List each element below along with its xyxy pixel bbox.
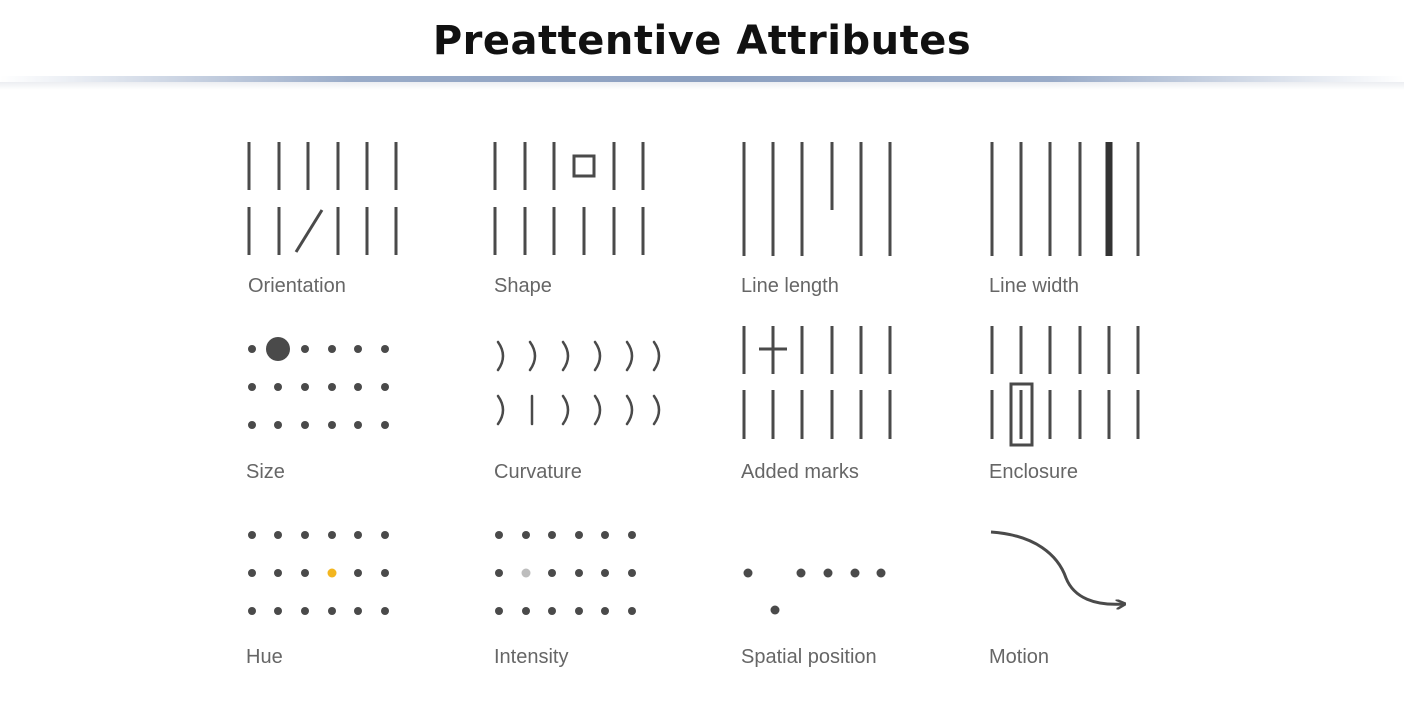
label-size: Size	[246, 461, 285, 483]
title-divider-shadow	[0, 82, 1404, 90]
label-shape: Shape	[494, 275, 552, 297]
label-curvature: Curvature	[494, 461, 582, 483]
title-divider	[0, 76, 1404, 82]
added-marks-icon	[742, 326, 892, 439]
enclosure-icon	[990, 326, 1140, 447]
label-intensity: Intensity	[494, 646, 568, 668]
label-added-marks: Added marks	[741, 461, 859, 483]
page-title: Preattentive Attributes	[432, 18, 972, 64]
line-width-icon	[990, 142, 1140, 256]
label-motion: Motion	[989, 646, 1049, 668]
hue-highlight-dot	[327, 568, 337, 578]
label-line-length: Line length	[741, 275, 839, 297]
size-icon	[248, 337, 389, 429]
intensity-highlight-dot	[521, 568, 531, 578]
spatial-position-icon	[743, 568, 886, 615]
label-enclosure: Enclosure	[989, 461, 1078, 483]
label-hue: Hue	[246, 646, 283, 668]
shape-icon	[493, 142, 645, 255]
label-line-width: Line width	[989, 275, 1079, 297]
label-spatial-position: Spatial position	[741, 646, 877, 668]
intensity-icon	[495, 531, 636, 615]
curvature-icon	[496, 340, 661, 426]
orientation-icon	[247, 142, 398, 255]
label-orientation: Orientation	[248, 275, 346, 297]
line-length-icon	[742, 142, 892, 256]
hue-icon	[248, 531, 389, 615]
motion-arrow-icon	[990, 530, 1124, 604]
